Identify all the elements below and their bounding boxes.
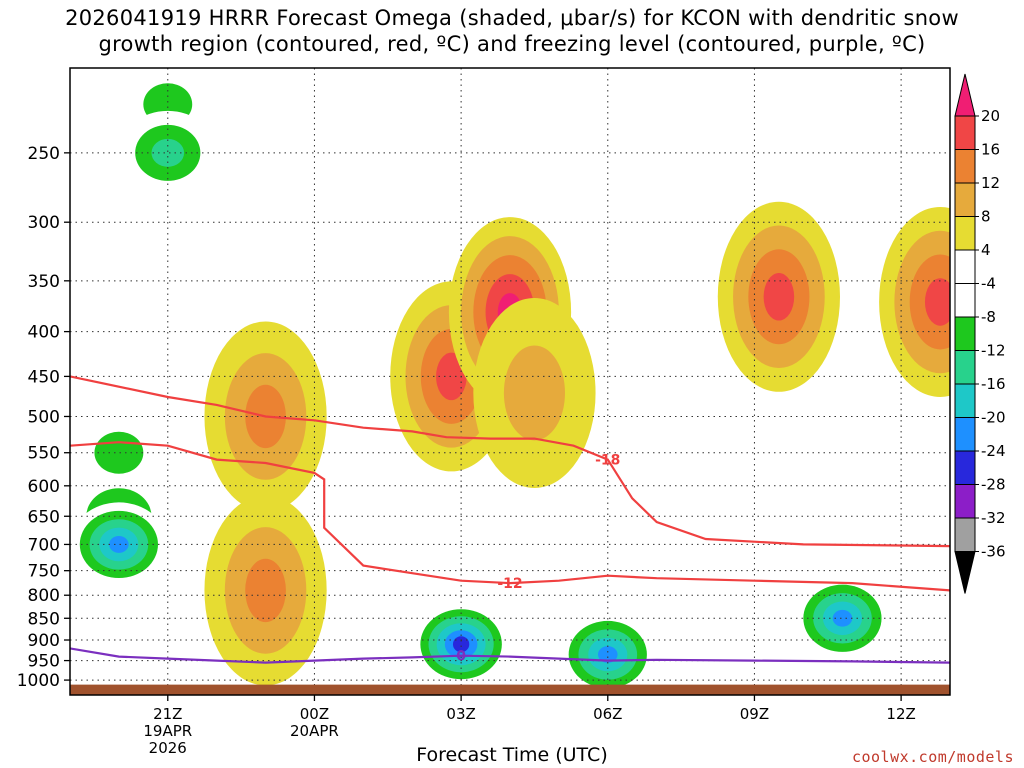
y-tick-label-600: 600 bbox=[28, 477, 60, 497]
omega-cell-12 bbox=[412, 602, 510, 687]
contour-freezing-2 bbox=[70, 647, 950, 664]
colorbar-box-4 bbox=[954, 249, 976, 284]
omega-cell-10 bbox=[717, 201, 841, 392]
colorbar-label-13: -36 bbox=[981, 543, 1006, 561]
colorbar-box-2 bbox=[954, 182, 976, 217]
omega-cell-4-level-4 bbox=[109, 536, 129, 553]
y-tick-label-250: 250 bbox=[28, 144, 60, 164]
colorbar-box-5 bbox=[954, 283, 976, 318]
y-tick-label-900: 900 bbox=[28, 631, 60, 651]
y-tick-label-750: 750 bbox=[28, 562, 60, 582]
colorbar-label-12: -32 bbox=[981, 509, 1006, 527]
omega-cell-5 bbox=[204, 321, 327, 512]
colorbar-box-1 bbox=[954, 149, 976, 184]
colorbar-label-5: -4 bbox=[981, 275, 996, 293]
contour-dendritic-1 bbox=[70, 441, 950, 592]
omega-cell-6 bbox=[204, 495, 327, 686]
y-tick-label-950: 950 bbox=[28, 652, 60, 672]
colorbar: 20 16 12 8 4 -4 -8 -12 -16 -20 -24 -28 -32 -36 bbox=[954, 73, 1006, 594]
colorbar-label-3: 8 bbox=[981, 208, 991, 226]
colorbar-label-10: -24 bbox=[981, 442, 1006, 460]
colorbar-label-9: -20 bbox=[981, 409, 1006, 427]
y-tick-label-450: 450 bbox=[28, 367, 60, 387]
omega-cell-14 bbox=[793, 576, 892, 661]
colorbar-box-10 bbox=[954, 450, 976, 485]
y-tick-label-850: 850 bbox=[28, 609, 60, 629]
colorbar-arrow-top bbox=[954, 73, 976, 117]
omega-cell-6-level-2 bbox=[245, 558, 286, 623]
y-tick-label-350: 350 bbox=[28, 272, 60, 292]
omega-cell-13 bbox=[558, 612, 657, 695]
colorbar-label-7: -12 bbox=[981, 342, 1006, 360]
y-tick-label-500: 500 bbox=[28, 407, 60, 427]
omega-cell-4 bbox=[70, 502, 168, 587]
ground-terrain bbox=[70, 684, 950, 695]
colorbar-box-0 bbox=[954, 115, 976, 150]
y-tick-label-800: 800 bbox=[28, 586, 60, 606]
omega-cell-12-level-5 bbox=[452, 636, 470, 653]
y-tick-label-300: 300 bbox=[28, 213, 60, 233]
omega-cell-1 bbox=[118, 110, 217, 195]
x-tick-year-21: 2026 bbox=[149, 739, 187, 757]
omega-cell-11 bbox=[879, 206, 950, 397]
contour-label-2: 0 bbox=[456, 649, 466, 665]
colorbar-label-11: -28 bbox=[981, 476, 1006, 494]
colorbar-label-0: 20 bbox=[981, 107, 1000, 125]
colorbar-box-7 bbox=[954, 350, 976, 385]
colorbar-label-6: -8 bbox=[981, 308, 996, 326]
contour-dendritic-0 bbox=[70, 375, 950, 548]
colorbar-label-2: 12 bbox=[981, 174, 1000, 192]
colorbar-arrow-bottom bbox=[954, 551, 976, 594]
plot-frame bbox=[69, 67, 951, 696]
colorbar-box-12 bbox=[954, 517, 976, 552]
colorbar-box-9 bbox=[954, 417, 976, 452]
contour-label-0: -18 bbox=[595, 453, 620, 469]
y-tick-label-700: 700 bbox=[28, 535, 60, 555]
y-tick-label-1000: 1000 bbox=[17, 671, 60, 691]
temperature-contours: -18 -12 0 bbox=[70, 375, 950, 665]
y-axis-ticks: 2503003504004505005506006507007508008509… bbox=[17, 144, 70, 691]
colorbar-box-11 bbox=[954, 484, 976, 519]
chart-title-line2: growth region (contoured, red, ºC) and f… bbox=[98, 32, 926, 56]
omega-cell-7-level-3 bbox=[436, 352, 467, 401]
x-tick-label-24: 00Z bbox=[300, 705, 329, 723]
ground-fill bbox=[70, 684, 950, 695]
chart-title-line1: 2026041919 HRRR Forecast Omega (shaded, … bbox=[65, 6, 959, 30]
y-tick-label-400: 400 bbox=[28, 323, 60, 343]
x-tick-date-24: 20APR bbox=[290, 722, 339, 740]
omega-cell-10-level-3 bbox=[763, 273, 795, 321]
omega-cell-9-level-1 bbox=[503, 345, 565, 441]
x-tick-label-30: 06Z bbox=[593, 705, 622, 723]
omega-cell-14-level-4 bbox=[832, 609, 853, 627]
colorbar-label-1: 16 bbox=[981, 141, 1000, 159]
omega-cell-1-level-2 bbox=[151, 138, 185, 167]
colorbar-label-4: 4 bbox=[981, 241, 991, 259]
colorbar-label-8: -16 bbox=[981, 375, 1006, 393]
x-tick-label-27: 03Z bbox=[446, 705, 475, 723]
omega-cell-9 bbox=[473, 297, 596, 488]
x-tick-label-36: 12Z bbox=[886, 705, 915, 723]
axes bbox=[69, 67, 951, 696]
x-axis-label: Forecast Time (UTC) bbox=[416, 744, 608, 766]
omega-cell-13-level-4 bbox=[598, 646, 618, 663]
y-tick-label-650: 650 bbox=[28, 507, 60, 527]
colorbar-box-3 bbox=[954, 216, 976, 251]
x-tick-date-21: 19APR bbox=[143, 722, 192, 740]
omega-cell-11-level-3 bbox=[924, 278, 950, 326]
x-tick-label-21: 21Z bbox=[153, 705, 182, 723]
omega-shading bbox=[70, 68, 950, 695]
contour-label-1: -12 bbox=[497, 576, 522, 592]
y-tick-label-550: 550 bbox=[28, 444, 60, 464]
grid-lines bbox=[70, 68, 950, 695]
colorbar-box-6 bbox=[954, 316, 976, 351]
colorbar-box-8 bbox=[954, 383, 976, 418]
x-tick-label-33: 09Z bbox=[740, 705, 769, 723]
credit-text: coolwx.com/models bbox=[851, 748, 1014, 766]
